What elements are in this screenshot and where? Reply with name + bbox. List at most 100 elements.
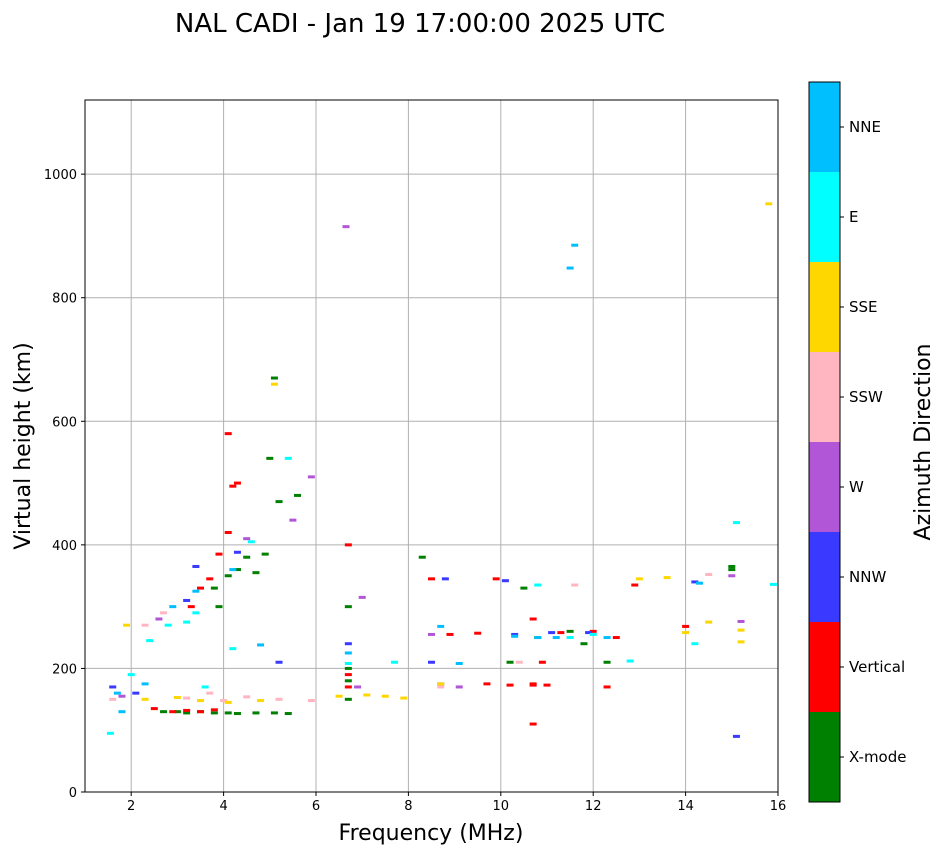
echo-point-x-mode	[728, 564, 736, 568]
echo-point-x-mode	[728, 568, 736, 572]
y-tick-label: 0	[69, 786, 77, 801]
echo-point-nnw	[132, 691, 140, 695]
grid-lines	[85, 100, 779, 793]
plot-frame	[84, 99, 779, 793]
echo-point-x-mode	[160, 710, 168, 714]
echo-point-nne	[534, 636, 542, 640]
echo-point-e	[127, 673, 135, 677]
echo-point-vertical	[344, 543, 352, 547]
echo-point-x-mode	[224, 711, 232, 715]
echo-point-sse	[173, 695, 181, 699]
echo-point-nnw	[183, 598, 191, 602]
echo-point-ssw	[571, 583, 579, 587]
echo-point-vertical	[344, 673, 352, 677]
echo-point-ssw	[307, 699, 315, 703]
echo-point-nnw	[441, 577, 449, 581]
echo-point-ssw	[705, 573, 713, 577]
x-tick-label: 8	[404, 799, 412, 814]
echo-point-sse	[400, 696, 408, 700]
colorbar-segment	[809, 262, 840, 352]
echo-point-x-mode	[603, 660, 611, 664]
echo-point-e	[284, 456, 292, 460]
x-tick-label: 4	[219, 799, 227, 814]
echo-point-vertical	[187, 605, 195, 609]
echo-point-x-mode	[275, 500, 283, 504]
y-tick-label: 200	[52, 662, 77, 677]
echo-point-sse	[737, 640, 745, 644]
echo-point-sse	[270, 382, 278, 386]
y-tick-label: 1000	[44, 168, 77, 183]
echo-point-x-mode	[580, 642, 588, 646]
colorbar-tick-label: X-mode	[849, 748, 906, 766]
echo-point-nne	[437, 624, 445, 628]
echo-point-vertical	[543, 683, 551, 687]
echo-point-vertical	[557, 631, 565, 635]
echo-point-sse	[765, 202, 773, 206]
echo-point-x-mode	[173, 710, 181, 714]
x-tick-label: 2	[127, 799, 135, 814]
echo-point-e	[626, 659, 634, 663]
echo-point-x-mode	[344, 697, 352, 701]
x-tick-label: 16	[770, 799, 787, 814]
echo-point-vertical	[224, 432, 232, 436]
echo-point-nne	[566, 266, 574, 270]
colorbar-tick-label: Vertical	[849, 658, 905, 676]
echo-point-x-mode	[418, 555, 426, 559]
colorbar-segment	[809, 442, 840, 532]
echo-point-vertical	[169, 710, 177, 714]
echo-point-sse	[197, 699, 204, 703]
echo-point-e	[732, 521, 740, 525]
plot-area	[85, 100, 778, 792]
echo-point-sse	[682, 631, 690, 635]
echo-point-vertical	[529, 617, 537, 621]
echo-point-ssw	[243, 695, 251, 699]
echo-point-nne	[571, 243, 579, 247]
echo-point-w	[342, 225, 350, 229]
echo-point-e	[247, 540, 255, 544]
echo-point-nne	[552, 636, 560, 640]
colorbar-tick-label: W	[849, 478, 864, 496]
echo-point-x-mode	[284, 712, 292, 716]
colorbar-tick-label: SSE	[849, 298, 878, 316]
colorbar-segment	[809, 82, 840, 172]
echo-point-w	[118, 694, 126, 698]
echo-point-x-mode	[294, 493, 302, 497]
echo-point-vertical	[631, 583, 639, 587]
echo-point-vertical	[428, 577, 435, 581]
echo-point-e	[534, 583, 542, 587]
colorbar-segment	[809, 622, 840, 712]
echo-point-e	[344, 661, 352, 665]
echo-point-ssw	[160, 611, 168, 615]
echo-point-e	[391, 660, 399, 664]
echo-point-e	[769, 582, 777, 586]
echo-point-x-mode	[233, 712, 241, 716]
echo-point-nne	[169, 605, 177, 609]
echo-point-vertical	[215, 552, 223, 556]
echo-point-nnw	[511, 632, 519, 636]
x-tick-label: 10	[493, 799, 510, 814]
echo-point-nne	[229, 568, 237, 572]
echo-point-nne	[141, 682, 149, 686]
colorbar-segment	[809, 532, 840, 622]
echo-point-vertical	[197, 710, 204, 714]
echo-point-vertical	[224, 531, 232, 534]
echo-point-x-mode	[344, 605, 352, 609]
echo-point-e	[229, 647, 237, 651]
echo-point-x-mode	[566, 629, 574, 633]
echo-point-w	[358, 595, 366, 599]
echo-point-x-mode	[270, 711, 278, 715]
echo-point-e	[146, 639, 154, 643]
echo-point-ssw	[109, 697, 117, 701]
y-axis-ticks: 0 200 400 600 800 1000	[44, 168, 85, 801]
echo-point-nne	[118, 710, 126, 714]
echo-point-vertical	[210, 708, 218, 712]
echo-point-x-mode	[252, 571, 260, 575]
echo-point-x-mode	[252, 711, 260, 715]
echo-point-e	[589, 632, 597, 636]
echo-point-vertical	[474, 631, 482, 635]
echo-point-w	[243, 537, 251, 541]
y-axis-label: Virtual height (km)	[11, 342, 36, 549]
echo-point-x-mode	[243, 555, 251, 559]
echo-point-ssw	[220, 699, 228, 703]
echo-point-nne	[603, 636, 611, 640]
